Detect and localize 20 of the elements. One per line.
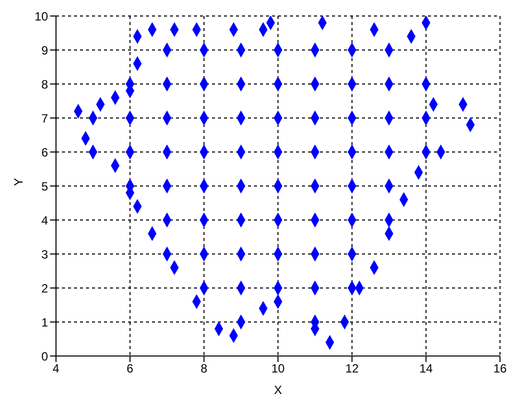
y-tick-label: 1 xyxy=(41,315,48,330)
y-tick-label: 10 xyxy=(34,9,48,24)
x-tick-label: 10 xyxy=(271,362,285,376)
y-tick-label: 9 xyxy=(41,43,48,58)
y-tick-label: 4 xyxy=(41,213,48,228)
y-tick-label: 7 xyxy=(41,111,48,126)
x-tick-label: 6 xyxy=(126,362,134,376)
x-tick-label: 14 xyxy=(419,362,433,376)
y-tick-label: 3 xyxy=(41,247,48,262)
y-tick-label: 5 xyxy=(41,179,48,194)
x-tick-label: 16 xyxy=(493,362,507,376)
y-tick-label: 8 xyxy=(41,77,48,92)
y-tick-label: 0 xyxy=(41,349,48,364)
x-axis-title: X xyxy=(274,383,282,397)
x-tick-label: 4 xyxy=(52,362,60,376)
x-tick-label: 12 xyxy=(345,362,359,376)
x-tick-label: 8 xyxy=(200,362,208,376)
y-axis-title: Y xyxy=(11,178,26,186)
y-tick-label: 6 xyxy=(41,145,48,160)
y-tick-label: 2 xyxy=(41,281,48,296)
